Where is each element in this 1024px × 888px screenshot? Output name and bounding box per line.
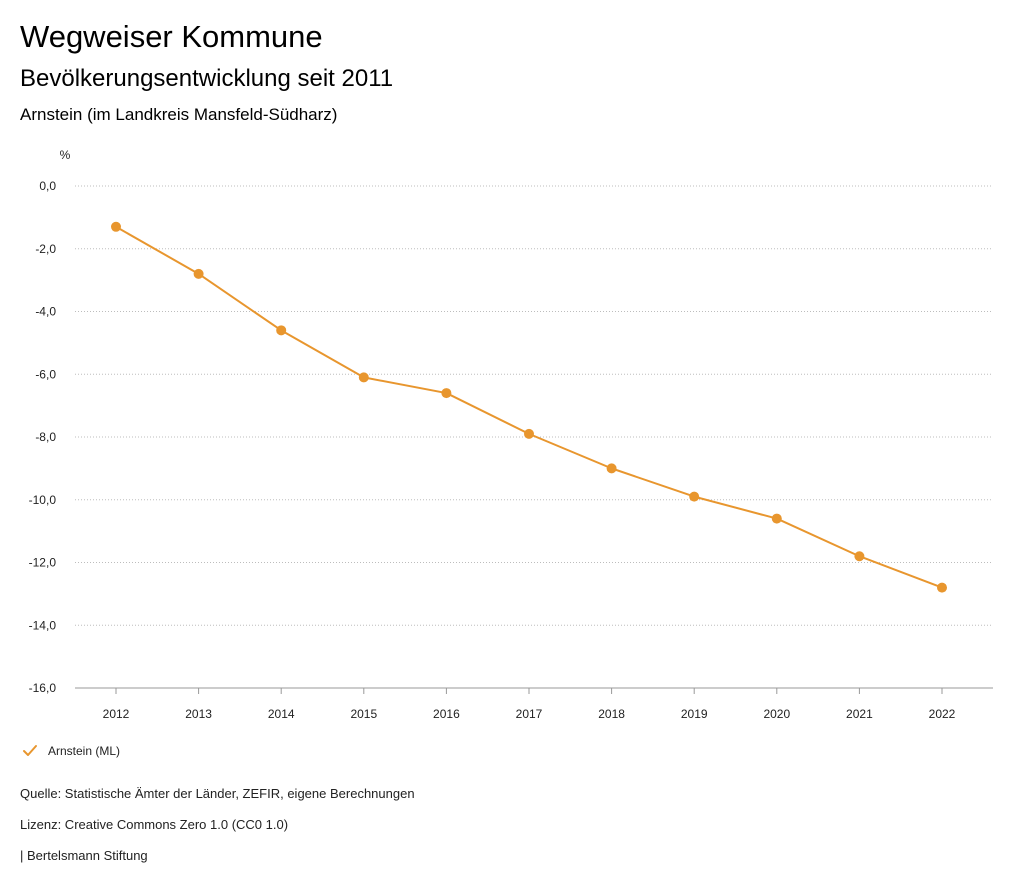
y-axis-unit: % xyxy=(60,148,71,162)
y-tick-label: -16,0 xyxy=(29,681,57,695)
x-tick-label: 2022 xyxy=(929,707,956,721)
y-tick-label: -10,0 xyxy=(29,493,57,507)
x-tick-label: 2015 xyxy=(350,707,377,721)
page-subtitle: Bevölkerungsentwicklung seit 2011 xyxy=(20,65,394,92)
x-tick-label: 2012 xyxy=(103,707,130,721)
region-label: Arnstein (im Landkreis Mansfeld-Südharz) xyxy=(20,105,338,124)
x-tick-label: 2014 xyxy=(268,707,295,721)
y-tick-label: -14,0 xyxy=(29,618,57,632)
license-note: Lizenz: Creative Commons Zero 1.0 (CC0 1… xyxy=(20,817,289,832)
x-tick-label: 2020 xyxy=(763,707,790,721)
y-tick-label: -6,0 xyxy=(35,367,56,381)
page-title: Wegweiser Kommune xyxy=(20,19,323,54)
legend-label: Arnstein (ML) xyxy=(48,744,121,758)
source-note: Quelle: Statistische Ämter der Länder, Z… xyxy=(20,786,415,801)
y-tick-label: -2,0 xyxy=(35,242,56,256)
legend[interactable]: Arnstein (ML) xyxy=(22,744,120,758)
data-point[interactable] xyxy=(441,388,452,399)
x-tick-label: 2016 xyxy=(433,707,460,721)
data-point[interactable] xyxy=(854,551,865,562)
data-point[interactable] xyxy=(358,372,369,383)
series-line xyxy=(115,225,943,589)
publisher-note: | Bertelsmann Stiftung xyxy=(20,848,148,863)
data-point[interactable] xyxy=(524,428,534,439)
y-tick-label: -8,0 xyxy=(35,430,56,444)
data-point[interactable] xyxy=(606,463,617,474)
line-chart: % 0,0 -2,0 -4,0 -6,0 -8,0 -10,0 -12,0 -14,0 -16,… xyxy=(29,148,993,721)
x-tick-label: 2019 xyxy=(681,707,708,721)
data-point[interactable] xyxy=(276,325,287,336)
y-tick-label: 0,0 xyxy=(39,179,56,193)
x-tick-label: 2013 xyxy=(185,707,212,721)
x-tick-label: 2018 xyxy=(598,707,625,721)
data-point[interactable] xyxy=(937,582,947,593)
x-tick-label: 2017 xyxy=(516,707,543,721)
y-tick-label: -12,0 xyxy=(29,556,57,570)
x-tick-label: 2021 xyxy=(846,707,873,721)
data-point[interactable] xyxy=(193,268,204,279)
data-point[interactable] xyxy=(771,513,782,524)
y-tick-label: -4,0 xyxy=(35,305,56,319)
data-point[interactable] xyxy=(111,221,121,232)
data-point[interactable] xyxy=(689,491,700,502)
legend-check-icon xyxy=(23,745,37,756)
